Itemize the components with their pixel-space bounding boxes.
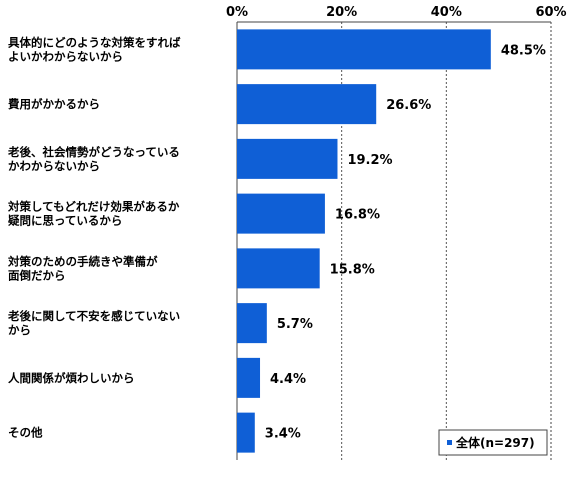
bar [237, 248, 320, 289]
bar [237, 138, 338, 179]
x-tick-label: 60% [535, 5, 566, 20]
value-label: 3.4% [265, 427, 301, 442]
x-tick-label: 0% [226, 5, 248, 20]
value-label: 16.8% [335, 208, 380, 223]
category-label: 老後、社会情勢がどうなっている [7, 145, 180, 159]
category-label: 人間関係が煩わしいから [8, 371, 135, 385]
bar [237, 412, 255, 453]
legend-swatch [447, 440, 452, 445]
category-label: から [8, 323, 31, 337]
category-label: 対策のための手続きや準備が [7, 254, 158, 268]
x-tick-label: 40% [431, 5, 462, 20]
value-label: 48.5% [501, 43, 546, 58]
category-label: 具体的にどのような対策をすれば [8, 35, 181, 49]
bar [237, 357, 261, 398]
category-label: 費用がかかるから [8, 97, 100, 111]
category-label: かわからないから [8, 159, 100, 173]
bar [237, 29, 491, 70]
value-label: 4.4% [270, 372, 306, 387]
legend-label: 全体(n=297) [455, 435, 535, 450]
category-label: 疑問に思っているから [8, 214, 122, 228]
category-label: よいかわからないから [8, 49, 123, 63]
legend-box [438, 429, 548, 456]
value-label: 15.8% [330, 262, 375, 277]
bar [237, 193, 325, 234]
bar [237, 303, 267, 344]
category-label: 面倒だから [8, 268, 66, 282]
category-label: 老後に関して不安を感じていない [7, 309, 180, 323]
bar [237, 84, 377, 125]
value-label: 19.2% [347, 153, 392, 168]
category-label: 対策してもどれだけ効果があるか [7, 200, 180, 214]
category-label: その他 [8, 426, 43, 440]
x-tick-label: 20% [326, 5, 357, 20]
value-label: 5.7% [277, 317, 313, 332]
value-label: 26.6% [386, 98, 431, 113]
